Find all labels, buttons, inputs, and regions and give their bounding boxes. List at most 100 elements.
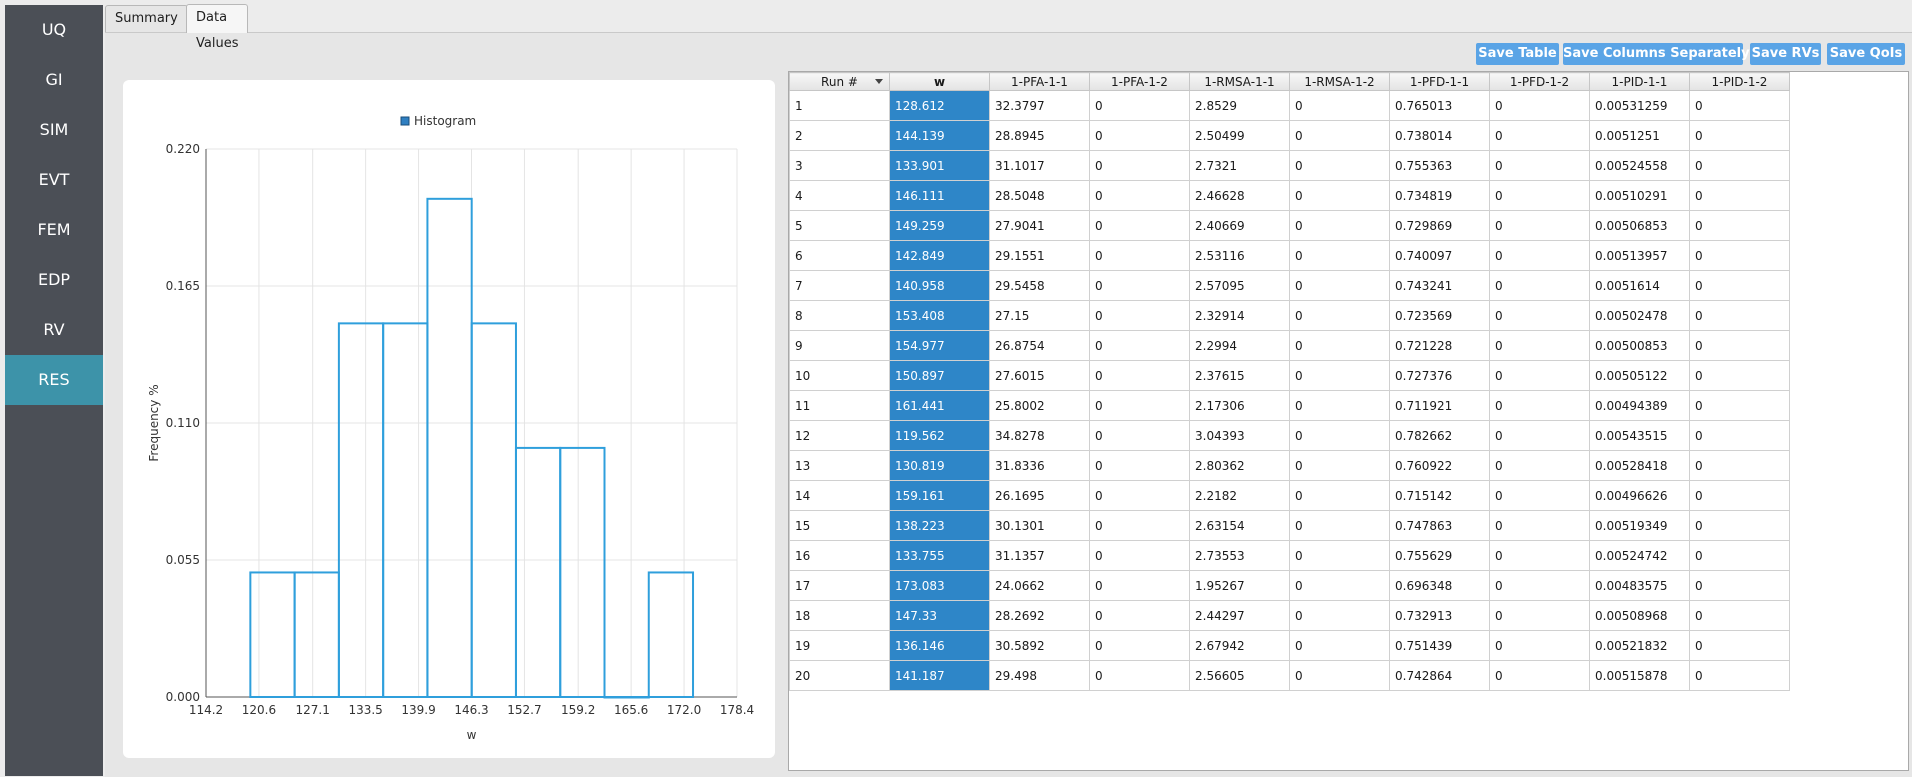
table-row[interactable]: 14 159.161 26.1695 0 2.2182 0 0.715142 0 0.00496… bbox=[789, 480, 1790, 511]
table-cell[interactable]: 0 bbox=[1289, 420, 1390, 451]
sidebar-item-uq[interactable]: UQ bbox=[41, 20, 67, 39]
table-cell[interactable]: 2.37615 bbox=[1189, 360, 1290, 391]
table-cell[interactable]: 2.32914 bbox=[1189, 300, 1290, 331]
table-cell[interactable]: 0.755629 bbox=[1389, 540, 1490, 571]
save-table-button[interactable]: Save Table bbox=[1476, 43, 1559, 65]
table-cell[interactable]: 0 bbox=[1289, 540, 1390, 571]
table-cell[interactable]: 0 bbox=[1089, 300, 1190, 331]
table-cell[interactable]: 0.727376 bbox=[1389, 360, 1490, 391]
table-cell[interactable]: 0 bbox=[1089, 90, 1190, 121]
table-cell[interactable]: 0 bbox=[1689, 660, 1790, 691]
table-cell[interactable]: 0.00508968 bbox=[1589, 600, 1690, 631]
table-cell[interactable]: 0 bbox=[1289, 660, 1390, 691]
table-cell[interactable]: 147.33 bbox=[889, 600, 990, 631]
table-cell[interactable]: 0.760922 bbox=[1389, 450, 1490, 481]
table-cell[interactable]: 0.729869 bbox=[1389, 210, 1490, 241]
table-cell[interactable]: 0.765013 bbox=[1389, 90, 1490, 121]
table-cell[interactable]: 0 bbox=[1489, 300, 1590, 331]
table-cell[interactable]: 0 bbox=[1089, 270, 1190, 301]
table-cell[interactable]: 0 bbox=[1489, 240, 1590, 271]
sidebar-item-res[interactable]: RES bbox=[5, 355, 103, 405]
table-cell[interactable]: 0 bbox=[1489, 180, 1590, 211]
table-cell[interactable]: 31.1017 bbox=[989, 150, 1090, 181]
table-cell[interactable]: 2.73553 bbox=[1189, 540, 1290, 571]
table-cell[interactable]: 0 bbox=[1489, 330, 1590, 361]
table-cell[interactable]: 150.897 bbox=[889, 360, 990, 391]
table-cell[interactable]: 0 bbox=[1489, 660, 1590, 691]
table-cell[interactable]: 2.67942 bbox=[1189, 630, 1290, 661]
table-cell[interactable]: 0 bbox=[1289, 390, 1390, 421]
table-cell[interactable]: 0.00494389 bbox=[1589, 390, 1690, 421]
table-cell[interactable]: 20 bbox=[789, 660, 890, 691]
column-header-1-rmsa-1-1[interactable]: 1-RMSA-1-1 bbox=[1189, 72, 1290, 91]
table-cell[interactable]: 159.161 bbox=[889, 480, 990, 511]
table-cell[interactable]: 2.53116 bbox=[1189, 240, 1290, 271]
table-cell[interactable]: 0 bbox=[1089, 390, 1190, 421]
table-cell[interactable]: 27.15 bbox=[989, 300, 1090, 331]
table-cell[interactable]: 0 bbox=[1089, 480, 1190, 511]
table-row[interactable]: 4 146.111 28.5048 0 2.46628 0 0.734819 0 0.00510… bbox=[789, 180, 1790, 211]
table-cell[interactable]: 138.223 bbox=[889, 510, 990, 541]
table-row[interactable]: 11 161.441 25.8002 0 2.17306 0 0.711921 0 0.0049… bbox=[789, 390, 1790, 421]
table-cell[interactable]: 27.9041 bbox=[989, 210, 1090, 241]
table-cell[interactable]: 0 bbox=[1489, 540, 1590, 571]
table-cell[interactable]: 2.2994 bbox=[1189, 330, 1290, 361]
table-cell[interactable]: 0 bbox=[1289, 300, 1390, 331]
table-cell[interactable]: 0.723569 bbox=[1389, 300, 1490, 331]
table-row[interactable]: 6 142.849 29.1551 0 2.53116 0 0.740097 0 0.00513… bbox=[789, 240, 1790, 271]
table-cell[interactable]: 0.751439 bbox=[1389, 630, 1490, 661]
table-cell[interactable]: 0 bbox=[1089, 360, 1190, 391]
table-cell[interactable]: 26.8754 bbox=[989, 330, 1090, 361]
table-cell[interactable]: 2.57095 bbox=[1189, 270, 1290, 301]
table-cell[interactable]: 0 bbox=[1089, 540, 1190, 571]
table-cell[interactable]: 0 bbox=[1289, 270, 1390, 301]
sidebar-item-sim[interactable]: SIM bbox=[39, 120, 69, 139]
table-cell[interactable]: 0 bbox=[1489, 420, 1590, 451]
table-cell[interactable]: 28.8945 bbox=[989, 120, 1090, 151]
column-header-1-rmsa-1-2[interactable]: 1-RMSA-1-2 bbox=[1289, 72, 1390, 91]
table-cell[interactable]: 2.8529 bbox=[1189, 90, 1290, 121]
table-cell[interactable]: 146.111 bbox=[889, 180, 990, 211]
table-cell[interactable]: 0 bbox=[1489, 600, 1590, 631]
table-cell[interactable]: 30.5892 bbox=[989, 630, 1090, 661]
table-cell[interactable]: 0 bbox=[1689, 90, 1790, 121]
table-row[interactable]: 9 154.977 26.8754 0 2.2994 0 0.721228 0 0.005008… bbox=[789, 330, 1790, 361]
table-cell[interactable]: 0.00505122 bbox=[1589, 360, 1690, 391]
table-cell[interactable]: 1 bbox=[789, 90, 890, 121]
table-cell[interactable]: 0.00528418 bbox=[1589, 450, 1690, 481]
table-cell[interactable]: 2.44297 bbox=[1189, 600, 1290, 631]
table-cell[interactable]: 26.1695 bbox=[989, 480, 1090, 511]
table-cell[interactable]: 0.00524558 bbox=[1589, 150, 1690, 181]
table-cell[interactable]: 31.8336 bbox=[989, 450, 1090, 481]
table-cell[interactable]: 24.0662 bbox=[989, 570, 1090, 601]
table-cell[interactable]: 25.8002 bbox=[989, 390, 1090, 421]
table-cell[interactable]: 0 bbox=[1089, 510, 1190, 541]
table-cell[interactable]: 0 bbox=[1689, 210, 1790, 241]
table-cell[interactable]: 0.711921 bbox=[1389, 390, 1490, 421]
table-cell[interactable]: 28.2692 bbox=[989, 600, 1090, 631]
table-cell[interactable]: 0 bbox=[1289, 480, 1390, 511]
table-cell[interactable]: 3.04393 bbox=[1189, 420, 1290, 451]
table-cell[interactable]: 0 bbox=[1689, 570, 1790, 601]
table-cell[interactable]: 0 bbox=[1289, 450, 1390, 481]
table-cell[interactable]: 0.740097 bbox=[1389, 240, 1490, 271]
table-cell[interactable]: 0 bbox=[1289, 120, 1390, 151]
column-header-1-pid-1-2[interactable]: 1-PID-1-2 bbox=[1689, 72, 1790, 91]
table-cell[interactable]: 144.139 bbox=[889, 120, 990, 151]
table-cell[interactable]: 0 bbox=[1289, 600, 1390, 631]
table-cell[interactable]: 0 bbox=[1089, 570, 1190, 601]
table-cell[interactable]: 2.46628 bbox=[1189, 180, 1290, 211]
table-cell[interactable]: 18 bbox=[789, 600, 890, 631]
table-cell[interactable]: 0 bbox=[1289, 150, 1390, 181]
table-row[interactable]: 5 149.259 27.9041 0 2.40669 0 0.729869 0 0.00506… bbox=[789, 210, 1790, 241]
table-cell[interactable]: 0.715142 bbox=[1389, 480, 1490, 511]
table-cell[interactable]: 141.187 bbox=[889, 660, 990, 691]
table-row[interactable]: 7 140.958 29.5458 0 2.57095 0 0.743241 0 0.00516… bbox=[789, 270, 1790, 301]
table-row[interactable]: 3 133.901 31.1017 0 2.7321 0 0.755363 0 0.005245… bbox=[789, 150, 1790, 181]
table-cell[interactable]: 133.755 bbox=[889, 540, 990, 571]
table-cell[interactable]: 0.00513957 bbox=[1589, 240, 1690, 271]
table-row[interactable]: 19 136.146 30.5892 0 2.67942 0 0.751439 0 0.0052… bbox=[789, 630, 1790, 661]
table-cell[interactable]: 0 bbox=[1489, 150, 1590, 181]
table-cell[interactable]: 15 bbox=[789, 510, 890, 541]
table-cell[interactable]: 0 bbox=[1489, 270, 1590, 301]
